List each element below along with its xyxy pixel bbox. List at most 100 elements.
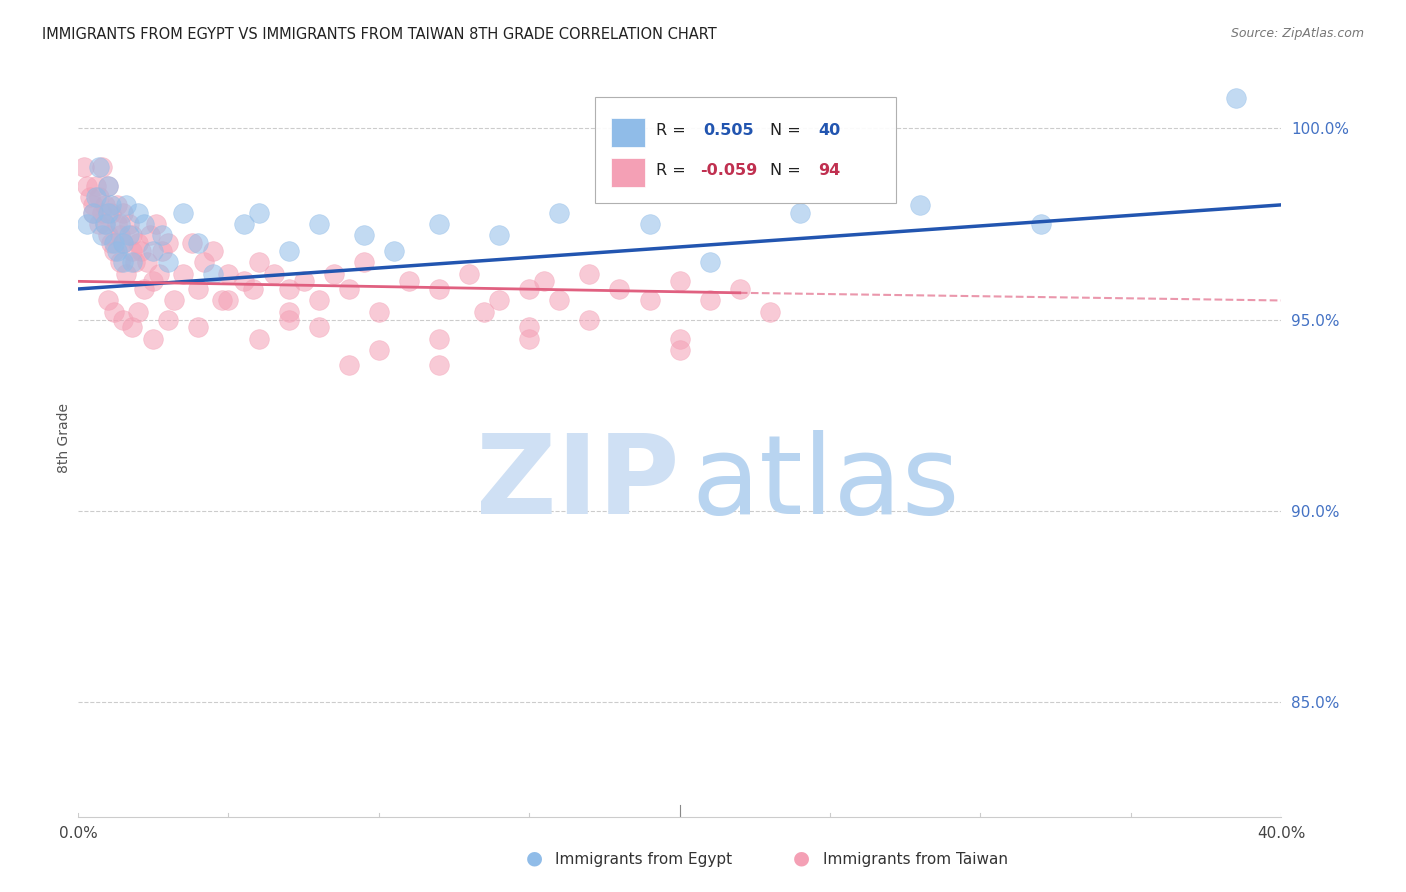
Point	[488, 228, 510, 243]
Point	[728, 282, 751, 296]
Point	[76, 178, 98, 193]
Text: Source: ZipAtlas.com: Source: ZipAtlas.com	[1230, 27, 1364, 40]
Point	[118, 217, 141, 231]
Point	[150, 244, 173, 258]
Bar	[612, 158, 645, 186]
Point	[242, 282, 264, 296]
Point	[517, 332, 540, 346]
Point	[142, 274, 165, 288]
Point	[121, 255, 143, 269]
Point	[94, 217, 117, 231]
Point	[139, 228, 162, 243]
Point	[82, 205, 104, 219]
Point	[129, 244, 152, 258]
Point	[97, 228, 120, 243]
Point	[127, 305, 149, 319]
Point	[134, 282, 156, 296]
Point	[127, 205, 149, 219]
Point	[105, 198, 128, 212]
Point	[145, 217, 167, 231]
Point	[277, 312, 299, 326]
Point	[668, 274, 690, 288]
Point	[533, 274, 555, 288]
Point	[112, 312, 135, 326]
Text: N =: N =	[770, 123, 806, 138]
Point	[789, 205, 811, 219]
Point	[247, 255, 270, 269]
Point	[232, 274, 254, 288]
Point	[150, 228, 173, 243]
Point	[187, 236, 209, 251]
Point	[105, 244, 128, 258]
Point	[97, 205, 120, 219]
Point	[578, 312, 600, 326]
Point	[609, 282, 631, 296]
Text: Immigrants from Taiwan: Immigrants from Taiwan	[823, 852, 1008, 867]
Text: 94: 94	[818, 163, 841, 178]
Point	[110, 255, 132, 269]
Point	[353, 228, 375, 243]
Point	[110, 228, 132, 243]
Point	[367, 343, 389, 358]
Point	[187, 320, 209, 334]
Point	[699, 293, 721, 308]
Point	[517, 320, 540, 334]
Point	[472, 305, 495, 319]
Point	[142, 332, 165, 346]
Point	[103, 305, 125, 319]
Point	[277, 244, 299, 258]
Point	[308, 293, 330, 308]
Point	[488, 293, 510, 308]
Point	[427, 359, 450, 373]
Point	[148, 267, 170, 281]
Text: Immigrants from Egypt: Immigrants from Egypt	[555, 852, 733, 867]
Point	[100, 205, 122, 219]
Point	[638, 293, 661, 308]
Point	[163, 293, 186, 308]
Point	[353, 255, 375, 269]
Point	[263, 267, 285, 281]
Text: IMMIGRANTS FROM EGYPT VS IMMIGRANTS FROM TAIWAN 8TH GRADE CORRELATION CHART: IMMIGRANTS FROM EGYPT VS IMMIGRANTS FROM…	[42, 27, 717, 42]
Point	[172, 205, 194, 219]
Point	[97, 178, 120, 193]
Point	[121, 244, 143, 258]
Point	[79, 190, 101, 204]
Bar	[612, 118, 645, 146]
Point	[115, 267, 138, 281]
Point	[84, 190, 107, 204]
Text: -0.059: -0.059	[700, 163, 758, 178]
Point	[367, 305, 389, 319]
Point	[91, 160, 114, 174]
Point	[112, 205, 135, 219]
Point	[247, 205, 270, 219]
Point	[187, 282, 209, 296]
Point	[112, 236, 135, 251]
Point	[668, 332, 690, 346]
Point	[82, 198, 104, 212]
Point	[97, 178, 120, 193]
Point	[202, 244, 225, 258]
Point	[94, 198, 117, 212]
Point	[578, 267, 600, 281]
Point	[548, 293, 571, 308]
Point	[105, 217, 128, 231]
Point	[458, 267, 481, 281]
Point	[91, 205, 114, 219]
Point	[277, 282, 299, 296]
Point	[157, 236, 180, 251]
Point	[668, 343, 690, 358]
Text: atlas: atlas	[692, 430, 960, 537]
Point	[759, 305, 782, 319]
Point	[218, 293, 240, 308]
Point	[548, 205, 571, 219]
Y-axis label: 8th Grade: 8th Grade	[58, 403, 72, 473]
Point	[292, 274, 315, 288]
Point	[211, 293, 233, 308]
Point	[172, 267, 194, 281]
Point	[337, 359, 360, 373]
Point	[100, 236, 122, 251]
Point	[699, 255, 721, 269]
Point	[97, 293, 120, 308]
Point	[1029, 217, 1052, 231]
Text: 40: 40	[818, 123, 841, 138]
